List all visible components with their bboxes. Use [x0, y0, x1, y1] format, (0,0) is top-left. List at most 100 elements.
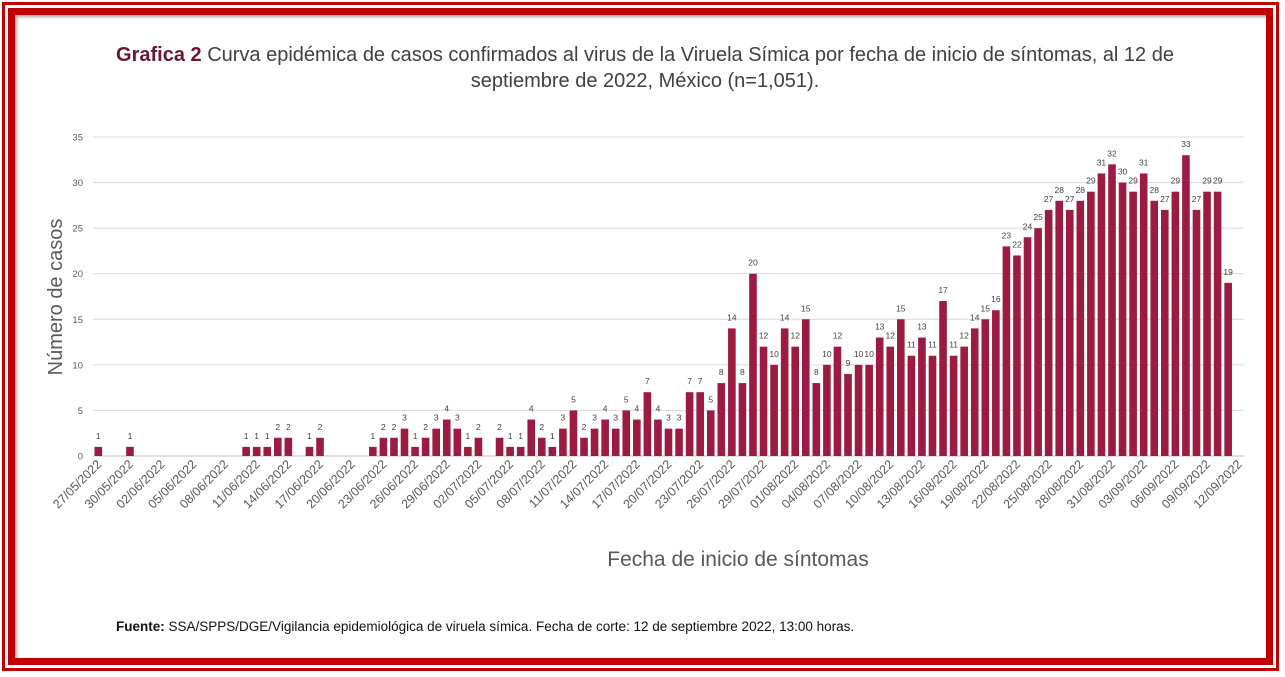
data-label: 1	[96, 431, 101, 441]
bar	[939, 301, 947, 456]
data-label: 7	[645, 376, 650, 386]
bar	[474, 437, 483, 456]
bar	[252, 446, 261, 456]
bar	[981, 319, 990, 456]
data-label: 29	[1213, 176, 1223, 186]
bar	[432, 428, 440, 456]
bar	[696, 392, 704, 456]
data-label: 29	[1202, 176, 1212, 186]
data-label: 2	[497, 422, 502, 432]
data-label: 4	[656, 404, 661, 414]
bar	[791, 346, 800, 456]
bar	[928, 355, 937, 456]
y-axis-title: Número de casos	[45, 219, 67, 376]
data-label: 13	[917, 322, 927, 332]
bar	[590, 428, 599, 456]
bar	[569, 410, 578, 456]
data-label: 12	[959, 331, 969, 341]
bar	[1065, 209, 1074, 456]
data-label: 31	[1097, 157, 1107, 167]
chart-title-text: Curva epidémica de casos confirmados al …	[207, 44, 1174, 92]
bar	[273, 437, 282, 456]
bar	[907, 355, 916, 456]
data-label: 12	[833, 331, 843, 341]
bar	[421, 437, 430, 456]
data-label: 3	[434, 413, 439, 423]
data-label: 3	[455, 413, 460, 423]
bar	[622, 410, 631, 456]
x-tick-labels: 27/05/202230/05/202202/06/202205/06/2022…	[50, 457, 1245, 511]
bar	[728, 328, 736, 456]
bar	[1203, 191, 1211, 456]
data-label: 5	[708, 394, 713, 404]
chart-title: Grafica 2 Curva epidémica de casos confi…	[100, 42, 1190, 94]
bar	[643, 392, 652, 456]
bar	[369, 446, 377, 456]
data-label: 3	[613, 413, 618, 423]
data-label: 15	[981, 303, 991, 313]
data-label: 28	[1054, 185, 1064, 195]
bar	[242, 446, 250, 456]
data-label: 10	[769, 349, 779, 359]
data-label: 4	[603, 404, 608, 414]
data-label: 31	[1139, 157, 1149, 167]
data-label: 14	[970, 312, 980, 322]
data-label: 1	[370, 431, 375, 441]
data-label: 14	[780, 312, 790, 322]
data-label: 27	[1065, 194, 1075, 204]
bar	[263, 446, 272, 456]
bar	[844, 373, 852, 456]
bar	[453, 428, 462, 456]
data-label: 28	[1076, 185, 1086, 195]
bar	[780, 328, 789, 456]
bar	[1224, 282, 1232, 456]
data-label: 1	[465, 431, 470, 441]
data-label: 3	[677, 413, 682, 423]
bar	[675, 428, 683, 456]
data-label: 3	[666, 413, 671, 423]
data-label: 3	[402, 413, 407, 423]
bar	[305, 446, 314, 456]
bar	[1087, 191, 1095, 456]
data-label: 25	[1033, 212, 1043, 222]
data-label: 2	[286, 422, 291, 432]
data-label: 4	[529, 404, 534, 414]
y-tick-label: 20	[72, 269, 83, 280]
bars	[94, 155, 1232, 457]
data-label: 11	[907, 340, 916, 350]
data-label: 11	[928, 340, 937, 350]
data-label: 29	[1086, 176, 1096, 186]
data-label: 9	[846, 358, 851, 368]
bar	[918, 337, 926, 456]
bar	[1097, 173, 1106, 456]
bar	[1055, 200, 1064, 456]
data-label: 5	[624, 394, 629, 404]
bar	[897, 319, 905, 456]
bar	[1171, 191, 1180, 456]
data-label: 1	[307, 431, 312, 441]
data-label: 2	[476, 422, 481, 432]
bar	[717, 383, 726, 456]
bar	[992, 310, 1000, 456]
data-label: 22	[1012, 239, 1022, 249]
data-label: 11	[949, 340, 958, 350]
bar	[738, 383, 747, 456]
data-label: 10	[864, 349, 874, 359]
bar	[1034, 228, 1042, 456]
data-label: 1	[413, 431, 418, 441]
data-label: 24	[1023, 221, 1033, 231]
bar	[1182, 155, 1190, 456]
source-label: Fuente:	[116, 619, 165, 634]
data-label: 30	[1118, 167, 1128, 177]
source-text: SSA/SPPS/DGE/Vigilancia epidemiológica d…	[168, 619, 855, 634]
data-label: 12	[790, 331, 800, 341]
data-label: 8	[719, 367, 724, 377]
data-label: 10	[854, 349, 864, 359]
y-tick-label: 35	[72, 133, 83, 144]
bar	[464, 446, 472, 456]
data-label: 12	[886, 331, 896, 341]
source-note: Fuente: SSA/SPPS/DGE/Vigilancia epidemio…	[116, 619, 854, 634]
inner-frame	[8, 8, 1273, 665]
bar	[633, 419, 641, 456]
